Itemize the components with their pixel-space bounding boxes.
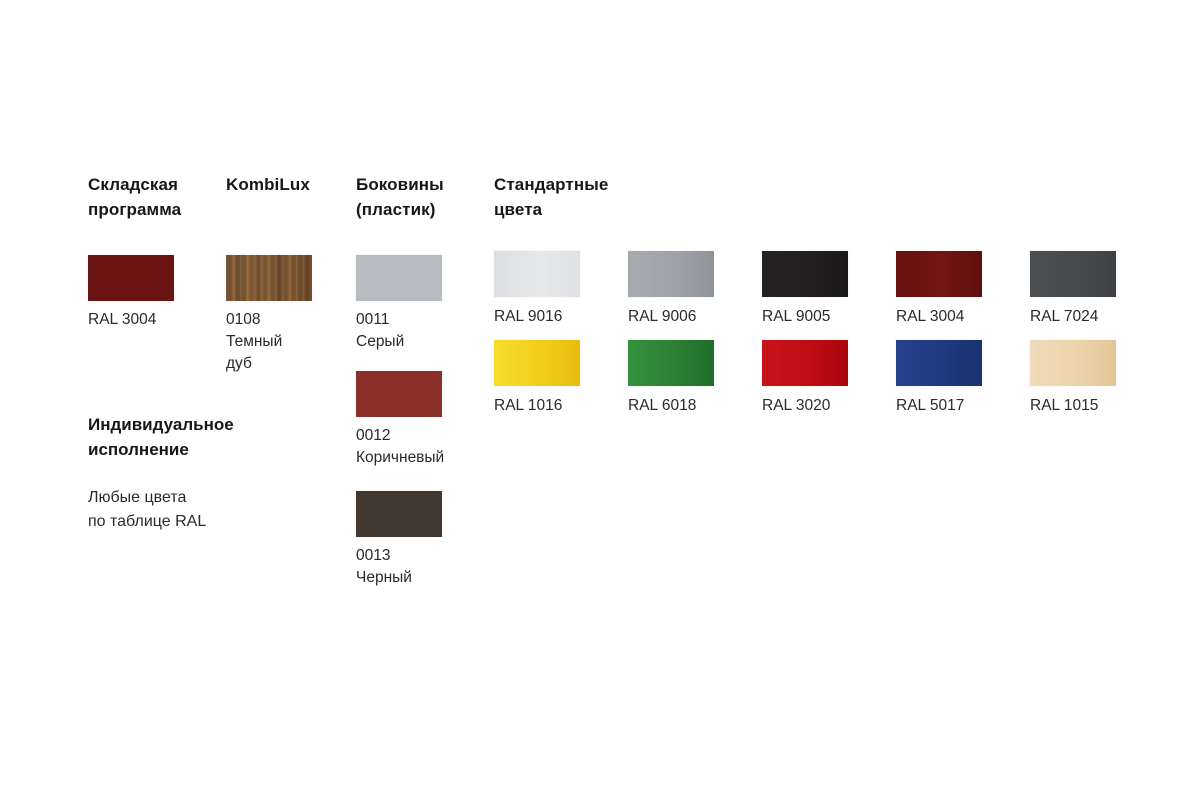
swatch-item-side-0013[interactable]: 0013 Черный xyxy=(356,491,442,589)
column-header-stock-program: Складская программа xyxy=(88,175,182,219)
swatch-item-ral-7024[interactable]: RAL 7024 xyxy=(1030,251,1164,328)
swatch-item-ral-9005[interactable]: RAL 9005 xyxy=(762,251,896,328)
custom-order-header: Индивидуальное исполнение xyxy=(88,415,234,459)
swatch-label: RAL 1015 xyxy=(1030,397,1099,414)
column-header-kombilux: KombiLux xyxy=(226,175,310,194)
swatch-color-chip xyxy=(356,491,442,537)
column-stock-program: Складская программа xyxy=(88,172,218,222)
swatch-color-chip xyxy=(762,340,848,386)
swatch-label: RAL 9006 xyxy=(628,308,697,325)
swatch-color-chip xyxy=(896,340,982,386)
swatch-color-chip xyxy=(1030,340,1116,386)
swatch-label: RAL 3004 xyxy=(896,308,965,325)
swatch-item-ral-6018[interactable]: RAL 6018 xyxy=(628,340,762,417)
swatch-color-chip xyxy=(356,255,442,301)
swatch-item-stock-ral3004[interactable]: RAL 3004 xyxy=(88,255,174,331)
custom-order-text: Любые цвета по таблице RAL xyxy=(88,489,207,530)
swatch-color-chip xyxy=(1030,251,1116,297)
swatch-item-ral-9006[interactable]: RAL 9006 xyxy=(628,251,762,328)
column-header-side-panels: Боковины (пластик) xyxy=(356,175,444,219)
standard-colors-grid: RAL 9016 RAL 9006 RAL 9005 RAL 3004 RAL … xyxy=(494,251,1164,417)
swatch-item-side-0011[interactable]: 0011 Серый xyxy=(356,255,442,353)
swatch-label: 0012 Коричневый xyxy=(356,427,445,466)
column-side-panels: Боковины (пластик) xyxy=(356,172,486,222)
swatch-item-ral-1016[interactable]: RAL 1016 xyxy=(494,340,628,417)
column-standard-colors: Стандартные цвета xyxy=(494,172,654,222)
swatch-item-ral-3020[interactable]: RAL 3020 xyxy=(762,340,896,417)
swatch-label: RAL 9016 xyxy=(494,308,563,325)
swatch-color-chip xyxy=(88,255,174,301)
section-custom-order: Индивидуальное исполнение xyxy=(88,412,288,462)
swatch-label: RAL 9005 xyxy=(762,308,831,325)
swatch-color-chip-wood xyxy=(226,255,312,301)
swatch-color-chip xyxy=(494,251,580,297)
swatch-item-ral-3004[interactable]: RAL 3004 xyxy=(896,251,1030,328)
swatch-label: 0011 Серый xyxy=(356,311,405,350)
swatch-color-chip xyxy=(896,251,982,297)
swatch-label: RAL 7024 xyxy=(1030,308,1099,325)
swatch-label: RAL 3004 xyxy=(88,311,157,328)
swatch-label: 0013 Черный xyxy=(356,547,412,586)
swatch-label: RAL 6018 xyxy=(628,397,697,414)
swatch-color-chip xyxy=(628,340,714,386)
swatch-item-kombilux-0108[interactable]: 0108 Темный дуб xyxy=(226,255,312,375)
swatch-label: RAL 3020 xyxy=(762,397,831,414)
swatch-item-ral-1015[interactable]: RAL 1015 xyxy=(1030,340,1164,417)
custom-order-note: Любые цвета по таблице RAL xyxy=(88,486,298,534)
swatch-item-side-0012[interactable]: 0012 Коричневый xyxy=(356,371,444,469)
swatch-color-chip xyxy=(762,251,848,297)
swatch-color-chip xyxy=(494,340,580,386)
swatch-item-ral-5017[interactable]: RAL 5017 xyxy=(896,340,1030,417)
column-kombilux: KombiLux xyxy=(226,172,346,197)
swatch-label: 0108 Темный дуб xyxy=(226,311,283,372)
swatch-item-ral-9016[interactable]: RAL 9016 xyxy=(494,251,628,328)
swatch-color-chip xyxy=(628,251,714,297)
column-header-standard-colors: Стандартные цвета xyxy=(494,175,609,219)
swatch-label: RAL 1016 xyxy=(494,397,563,414)
swatch-label: RAL 5017 xyxy=(896,397,965,414)
swatch-color-chip xyxy=(356,371,442,417)
